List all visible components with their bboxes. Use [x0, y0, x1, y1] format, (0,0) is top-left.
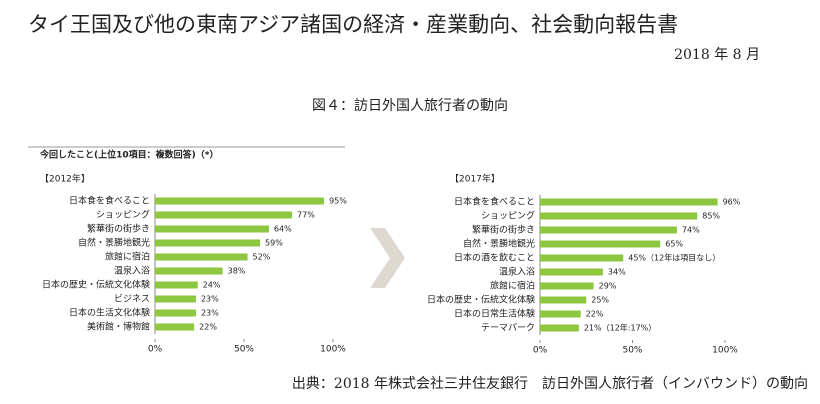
category-label: 温泉入浴 — [499, 266, 535, 278]
bar — [540, 296, 587, 304]
value-label: 25% — [591, 296, 609, 305]
bar — [540, 212, 698, 220]
report-date: 2018 年 8 月 — [674, 47, 760, 63]
bar — [540, 310, 581, 318]
bar — [540, 268, 603, 276]
value-label: 59% — [265, 239, 283, 248]
category-label: 自然・景勝地観光 — [463, 238, 535, 250]
category-label: 日本の歴史・伝統文化体験 — [427, 294, 535, 306]
category-label: 繁華街の街歩き — [472, 224, 535, 236]
value-label: 64% — [274, 225, 292, 234]
bar — [540, 254, 624, 262]
value-label: 23% — [201, 309, 219, 318]
source: 出典：2018 年株式会社三井住友銀行 訪日外国人旅行者（インバウンド）の動向 — [292, 376, 808, 392]
category-label: 自然・景勝地観光 — [78, 237, 150, 249]
category-label: 温泉入浴 — [114, 265, 150, 277]
category-label: 旅館に宿泊 — [105, 251, 150, 263]
bar — [540, 282, 594, 290]
bar — [155, 295, 196, 303]
x-tick-label: 0% — [533, 346, 548, 356]
category-label: 日本の日常生活体験 — [454, 308, 535, 320]
category-label: ショッピング — [481, 210, 535, 222]
section-label: 今回したこと(上位10項目：複数回答)（*） — [39, 149, 218, 161]
category-label: 日本の生活文化体験 — [69, 307, 150, 319]
value-label: 29% — [599, 282, 617, 291]
value-label: 22% — [199, 323, 217, 332]
figure-caption: 図４：訪日外国人旅行者の動向 — [312, 98, 508, 114]
chart-title: 【2012年】 — [40, 173, 90, 185]
bar — [540, 226, 677, 234]
x-tick-label: 0% — [148, 345, 163, 355]
category-label: 旅館に宿泊 — [490, 280, 535, 292]
x-tick-label: 50% — [234, 345, 254, 355]
bar — [155, 323, 195, 331]
bar — [155, 281, 198, 289]
value-label: 21%（12年:17%） — [584, 323, 656, 333]
category-label: ビジネス — [114, 294, 150, 305]
value-label: 24% — [203, 281, 221, 290]
bar — [540, 324, 579, 332]
category-label: 日本の酒を飲むこと — [454, 252, 535, 264]
value-label: 34% — [608, 268, 626, 277]
value-label: 45%（12年は項目なし） — [628, 253, 720, 263]
x-tick-label: 100% — [320, 345, 346, 355]
category-label: 美術館・博物館 — [87, 321, 150, 333]
x-tick-label: 100% — [712, 346, 738, 356]
value-label: 95% — [329, 197, 347, 206]
chart-title: 【2017年】 — [450, 173, 500, 185]
category-label: 日本の歴史・伝統文化体験 — [42, 279, 150, 291]
bar — [155, 253, 248, 261]
value-label: 65% — [665, 240, 683, 249]
category-label: 日本食を食べること — [69, 195, 150, 207]
value-label: 77% — [297, 211, 315, 220]
value-label: 23% — [201, 295, 219, 304]
arrow — [370, 228, 405, 288]
value-label: 96% — [723, 198, 741, 207]
bar — [155, 197, 325, 205]
bar — [155, 309, 196, 317]
bar — [155, 225, 269, 233]
category-label: ショッピング — [96, 209, 150, 221]
value-label: 74% — [682, 226, 700, 235]
bar — [540, 198, 718, 206]
bar — [155, 211, 293, 219]
bar — [155, 239, 261, 247]
category-label: 繁華街の街歩き — [87, 223, 150, 235]
category-label: 日本食を食べること — [454, 196, 535, 208]
category-label: テーマパーク — [481, 323, 535, 334]
value-label: 38% — [228, 267, 246, 276]
value-label: 22% — [586, 310, 604, 319]
report-title: タイ王国及び他の東南アジア諸国の経済・産業動向、社会動向報告書 — [28, 13, 678, 37]
bar — [155, 267, 223, 275]
value-label: 52% — [253, 253, 271, 262]
value-label: 85% — [702, 212, 720, 221]
x-tick-label: 50% — [622, 346, 642, 356]
bar — [540, 240, 661, 248]
